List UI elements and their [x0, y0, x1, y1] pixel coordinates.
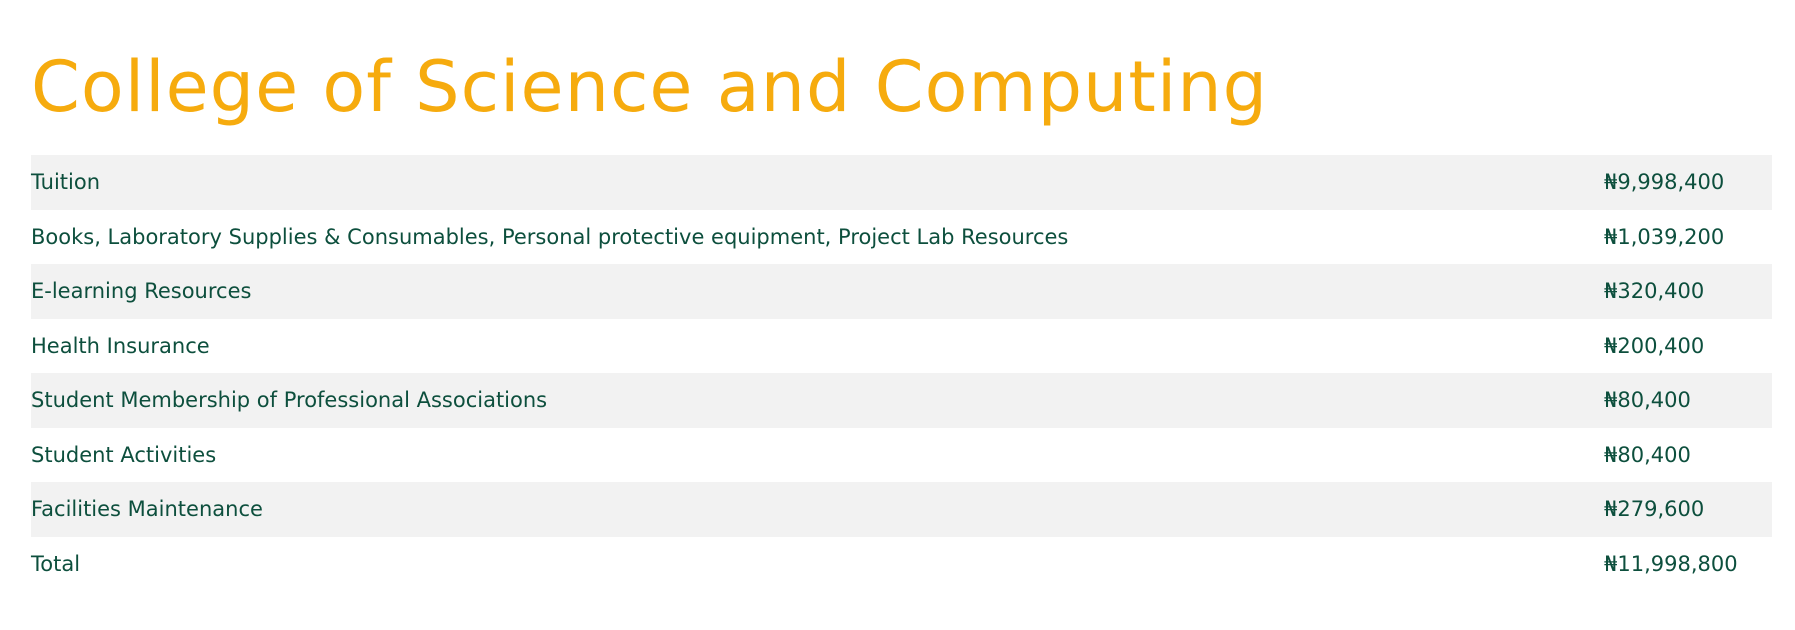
- page-title: College of Science and Computing: [31, 46, 1269, 128]
- fee-row: Health Insurance ₦200,400: [31, 319, 1772, 374]
- fee-label: Student Membership of Professional Assoc…: [31, 388, 548, 413]
- fee-row: Tuition ₦9,998,400: [31, 155, 1772, 210]
- fee-amount: ₦80,400: [1604, 388, 1691, 413]
- fee-label: Health Insurance: [31, 333, 210, 358]
- fee-amount: ₦9,998,400: [1604, 170, 1725, 195]
- fee-row: Facilities Maintenance ₦279,600: [31, 482, 1772, 537]
- fee-row: E-learning Resources ₦320,400: [31, 264, 1772, 319]
- fee-row: Books, Laboratory Supplies & Consumables…: [31, 210, 1772, 265]
- fee-table: Tuition ₦9,998,400 Books, Laboratory Suppl…: [31, 155, 1772, 591]
- fee-row: Total ₦11,998,800: [31, 537, 1772, 592]
- fee-label: Facilities Maintenance: [31, 497, 263, 522]
- fee-amount: ₦279,600: [1604, 497, 1705, 522]
- fee-amount: ₦80,400: [1604, 442, 1691, 467]
- fee-label: Student Activities: [31, 442, 217, 467]
- fee-row: Student Membership of Professional Assoc…: [31, 373, 1772, 428]
- fee-amount: ₦320,400: [1604, 279, 1705, 304]
- fee-label: Total: [31, 551, 81, 576]
- fee-label: Tuition: [31, 170, 101, 195]
- fee-amount: ₦1,039,200: [1604, 224, 1725, 249]
- fee-label: Books, Laboratory Supplies & Consumables…: [31, 224, 1069, 249]
- fee-amount: ₦200,400: [1604, 333, 1705, 358]
- fee-row: Student Activities ₦80,400: [31, 428, 1772, 483]
- fee-amount: ₦11,998,800: [1604, 551, 1738, 576]
- fee-label: E-learning Resources: [31, 279, 252, 304]
